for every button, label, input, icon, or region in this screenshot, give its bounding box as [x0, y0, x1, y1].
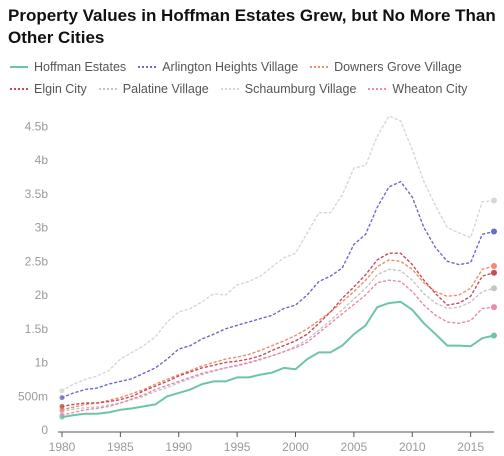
legend-label: Wheaton City	[392, 82, 468, 96]
end-marker-elgin-city	[491, 269, 497, 276]
x-tick-label: 2000	[282, 440, 309, 454]
chart-legend: Hoffman Estates Arlington Heights Villag…	[10, 56, 500, 100]
end-marker-wheaton-city	[491, 304, 497, 311]
x-tick-label: 1985	[107, 440, 134, 454]
y-tick-label: 4.5b	[25, 119, 49, 133]
series-line-palatine-village	[61, 268, 495, 412]
y-tick-label: 2.5b	[25, 254, 49, 268]
legend-item-hoffman-estates: Hoffman Estates	[10, 60, 126, 74]
legend-label: Downers Grove Village	[334, 60, 462, 74]
x-tick-label: 2015	[457, 440, 484, 454]
series-line-elgin-city	[61, 252, 495, 408]
y-tick-label: 1b	[35, 356, 49, 370]
x-tick-label: 2005	[341, 440, 368, 454]
legend-swatch-wheaton-city	[368, 88, 387, 90]
start-marker-hoffman-estates	[59, 414, 65, 420]
legend-item-schaumburg-village: Schaumburg Village	[220, 82, 357, 96]
y-tick-label: 3b	[35, 221, 49, 235]
legend-swatch-downers-grove-village	[310, 66, 329, 68]
end-marker-palatine-village	[491, 285, 497, 292]
legend-row-2: Elgin City Palatine Village Schaumburg V…	[10, 78, 500, 100]
legend-item-downers-grove-village: Downers Grove Village	[310, 60, 462, 74]
y-tick-label: 2b	[35, 288, 49, 302]
legend-label: Palatine Village	[122, 82, 209, 96]
end-marker-hoffman-estates	[491, 332, 497, 339]
series-line-schaumburg-village	[61, 115, 495, 392]
series-lines	[61, 115, 495, 419]
legend-item-elgin-city: Elgin City	[10, 82, 87, 96]
legend-swatch-palatine-village	[98, 88, 117, 90]
start-marker-schaumburg-village	[59, 388, 65, 394]
start-marker-elgin-city	[59, 403, 65, 409]
y-tick-label: 1.5b	[25, 322, 49, 336]
legend-swatch-arlington-heights-village	[138, 66, 157, 68]
y-tick-label: 3.5b	[25, 187, 49, 201]
legend-row-1: Hoffman Estates Arlington Heights Villag…	[10, 56, 500, 78]
x-tick-label: 2010	[399, 440, 426, 454]
chart-title: Property Values in Hoffman Estates Grew,…	[8, 6, 496, 47]
legend-swatch-hoffman-estates	[10, 66, 28, 68]
x-tick-label: 1980	[49, 440, 76, 454]
legend-item-wheaton-city: Wheaton City	[368, 82, 467, 96]
y-tick-label: 500m	[18, 389, 48, 403]
x-tick-label: 1990	[165, 440, 192, 454]
series-end-markers	[59, 197, 497, 420]
legend-item-palatine-village: Palatine Village	[98, 82, 209, 96]
end-marker-schaumburg-village	[491, 197, 497, 204]
series-line-arlington-heights-village	[61, 180, 495, 399]
series-line-hoffman-estates	[61, 300, 495, 419]
y-axis: 0 500m 1b 1.5b 2b 2.5b 3b 3.5b 4b 4.5b	[18, 119, 48, 437]
y-tick-label: 4b	[35, 153, 49, 167]
legend-item-arlington-heights-village: Arlington Heights Village	[138, 60, 298, 74]
x-tick-label: 1995	[224, 440, 251, 454]
legend-label: Elgin City	[34, 82, 87, 96]
end-marker-downers-grove-village	[491, 262, 497, 269]
start-marker-arlington-heights-village	[59, 395, 65, 401]
legend-swatch-elgin-city	[10, 88, 28, 90]
legend-label: Arlington Heights Village	[162, 60, 299, 74]
end-marker-arlington-heights-village	[491, 228, 497, 235]
legend-label: Hoffman Estates	[34, 60, 127, 74]
legend-swatch-schaumburg-village	[220, 88, 239, 90]
series-line-downers-grove-village	[61, 259, 495, 411]
series-line-wheaton-city	[61, 279, 495, 416]
x-axis: 1980 1985 1990 1995 2000 2005 2010 2015	[49, 431, 494, 454]
legend-label: Schaumburg Village	[244, 82, 357, 96]
y-tick-label: 0	[41, 423, 48, 437]
